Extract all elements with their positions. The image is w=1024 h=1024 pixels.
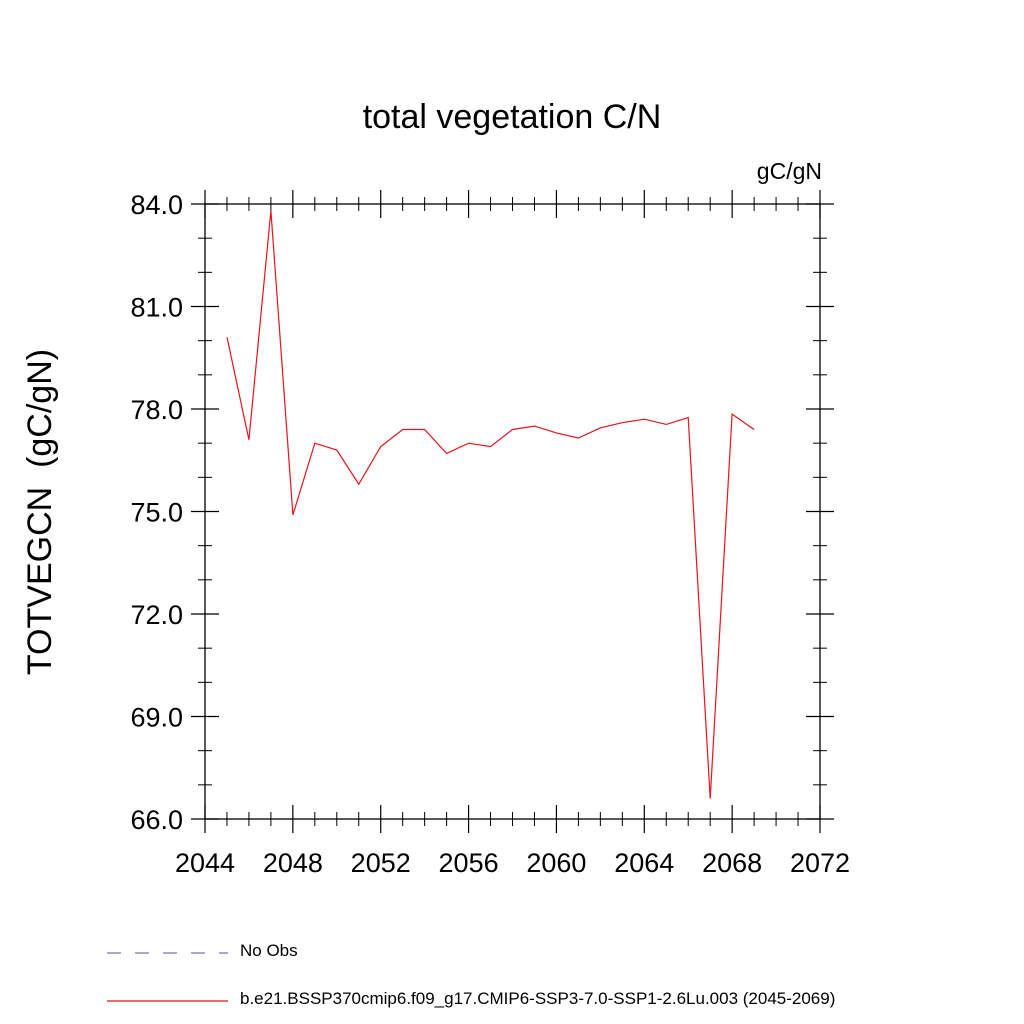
- y-tick-label: 75.0: [130, 498, 183, 528]
- y-tick-label: 72.0: [130, 600, 183, 630]
- plot-frame: [204, 203, 821, 820]
- y-tick-label: 69.0: [130, 703, 183, 733]
- y-tick-label: 81.0: [130, 293, 183, 323]
- series-line: [226, 210, 755, 799]
- x-tick-label: 2068: [702, 848, 762, 878]
- x-tick-label: 2044: [175, 848, 235, 878]
- y-tick-label: 78.0: [130, 395, 183, 425]
- chart-title: total vegetation C/N: [362, 98, 662, 136]
- y-tick-label: 66.0: [130, 805, 183, 835]
- legend-label-series: b.e21.BSSP370cmip6.f09_g17.CMIP6-SSP3-7.…: [240, 989, 836, 1008]
- legend-label-no-obs: No Obs: [240, 941, 298, 960]
- x-tick-label: 2072: [790, 848, 850, 878]
- x-tick-label: 2056: [439, 848, 499, 878]
- y-tick-label: 84.0: [130, 190, 183, 220]
- units-label: gC/gN: [756, 158, 822, 184]
- x-tick-label: 2052: [351, 848, 411, 878]
- x-tick-label: 2064: [614, 848, 674, 878]
- x-tick-label: 2048: [263, 848, 323, 878]
- x-tick-label: 2060: [526, 848, 586, 878]
